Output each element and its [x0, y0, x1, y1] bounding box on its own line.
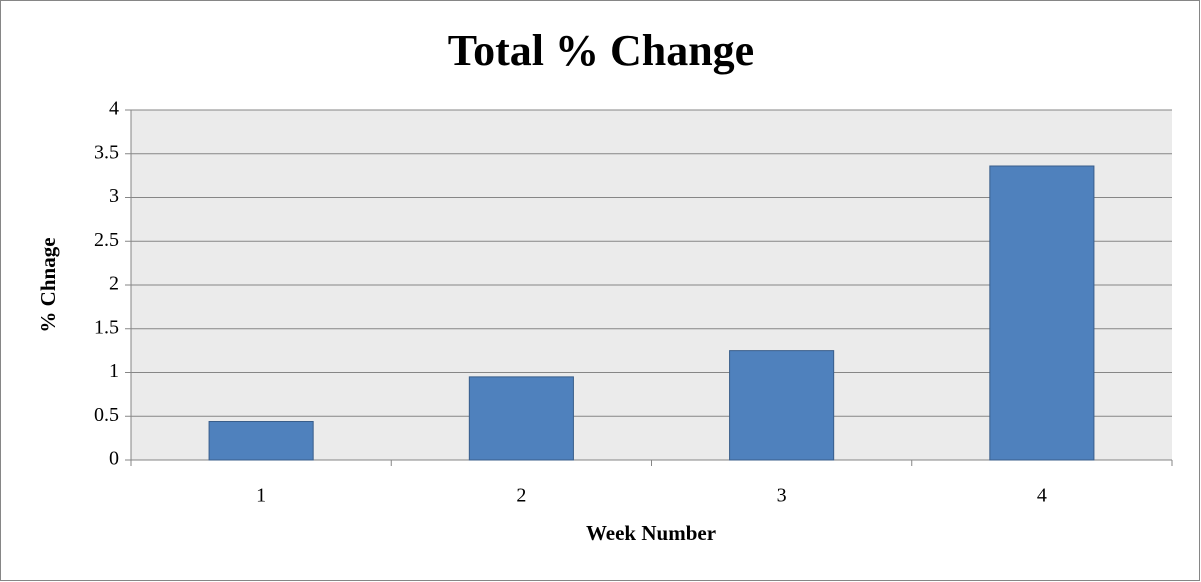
y-tick-label: 2.5: [94, 229, 119, 251]
x-tick-label: 1: [256, 485, 266, 507]
bar: [729, 350, 835, 461]
y-tick-label: 1: [109, 360, 119, 382]
y-tick-label: 1.5: [94, 316, 119, 338]
y-tick-label: 4: [109, 98, 119, 120]
y-axis-title: % Chnage: [36, 237, 60, 332]
y-tick-label: 3: [109, 185, 119, 207]
chart-title: Total % Change: [448, 26, 754, 75]
y-tick-label: 0: [109, 448, 119, 470]
x-axis-title: Week Number: [586, 521, 716, 545]
x-tick-label: 3: [777, 485, 787, 507]
y-tick-label: 0.5: [94, 404, 119, 426]
bar: [468, 376, 574, 461]
bar: [208, 421, 314, 461]
y-tick-label: 2: [109, 273, 119, 295]
x-tick-label: 4: [1037, 485, 1047, 507]
bar: [989, 165, 1095, 461]
x-tick-label: 2: [516, 485, 526, 507]
y-tick-label: 3.5: [94, 141, 119, 163]
